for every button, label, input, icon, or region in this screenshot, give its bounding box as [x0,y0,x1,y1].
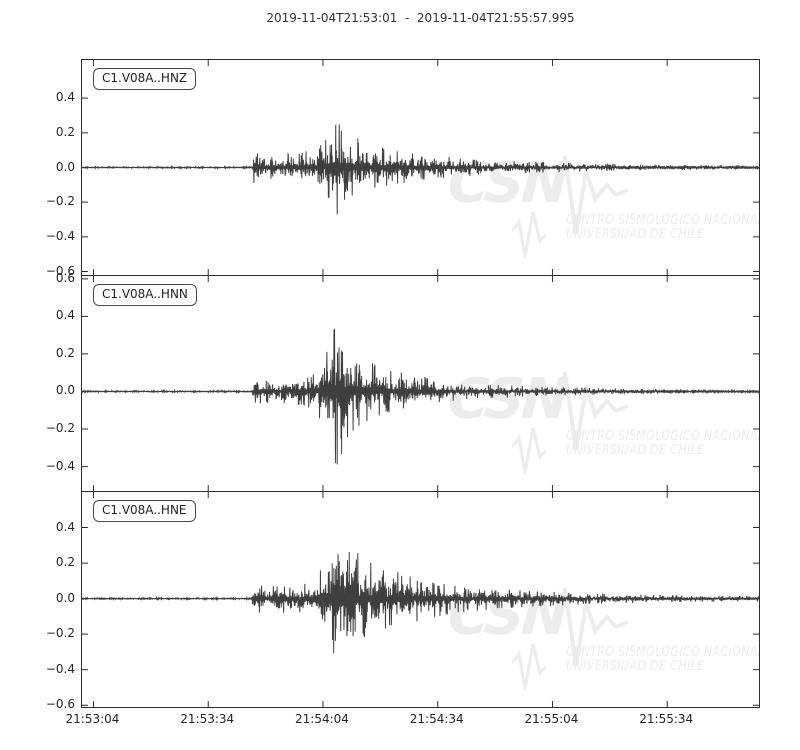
tick-marks [82,276,759,491]
y-tick-label: 0.2 [55,345,75,360]
waveform-trace-hnz [82,60,759,275]
seismic-waveform [82,328,759,465]
y-tick-label: 0.4 [55,90,75,105]
channel-label-hne: C1.V08A..HNE [93,500,196,522]
x-tick-label: 21:54:34 [409,712,464,726]
y-tick-label: 0.4 [55,308,75,323]
subplot-hnn: CSN CENTRO SISMOLÓGICO NACIONAL UNIVERSI… [81,275,760,492]
y-tick-label: 0.0 [55,590,75,605]
x-tick-label: 21:55:04 [524,712,579,726]
y-tick-label: 0.0 [55,383,75,398]
y-tick-label: 0.0 [55,159,75,174]
x-tick-label: 21:53:34 [180,712,235,726]
subplot-hne: CSN CENTRO SISMOLÓGICO NACIONAL UNIVERSI… [81,491,760,708]
channel-label-hnz: C1.V08A..HNZ [93,68,197,90]
y-tick-label: −0.2 [45,626,75,641]
y-tick-label: −0.6 [45,263,75,278]
y-tick-label: −0.2 [45,194,75,209]
y-tick-label: −0.4 [45,458,75,473]
y-tick-label: −0.4 [45,228,75,243]
x-tick-label: 21:53:04 [65,712,120,726]
seismic-waveform [82,552,759,654]
y-tick-label: 0.4 [55,519,75,534]
figure-title: 2019-11-04T21:53:01 - 2019-11-04T21:55:5… [266,11,575,25]
x-tick-label: 21:54:04 [295,712,349,726]
seismic-waveform [82,124,759,215]
channel-label-hnn: C1.V08A..HNN [93,284,197,306]
y-tick-label: −0.2 [45,421,75,436]
x-tick-label: 21:55:34 [639,712,694,726]
waveform-trace-hne [82,492,759,707]
y-tick-label: −0.6 [45,697,75,712]
y-tick-label: −0.4 [45,661,75,676]
y-tick-label: 0.2 [55,555,75,570]
waveform-trace-hnn [82,276,759,491]
y-tick-label: 0.2 [55,124,75,139]
subplot-hnz: CSN CENTRO SISMOLÓGICO NACIONAL UNIVERSI… [81,59,760,276]
y-tick-label: 0.6 [55,270,75,285]
